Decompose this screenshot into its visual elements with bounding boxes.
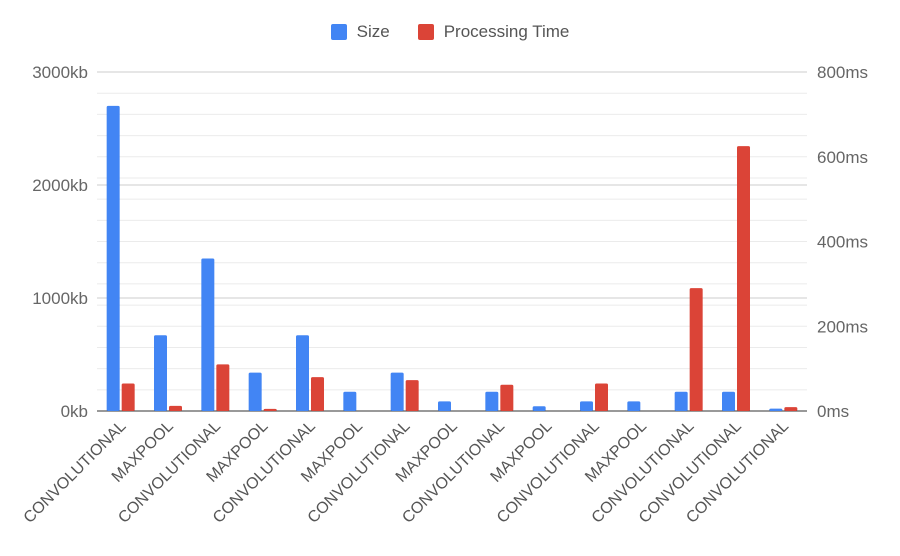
legend-label-processing-time: Processing Time — [443, 22, 570, 41]
bar-processing-time — [405, 380, 419, 411]
bar-processing-time — [784, 407, 798, 411]
bar-processing-time — [311, 377, 324, 411]
bar-size — [296, 335, 309, 411]
bar-processing-time — [169, 405, 182, 411]
bar-processing-time — [500, 384, 514, 411]
bar-processing-time — [121, 383, 135, 411]
left-axis-ticks: 0kb 1000kb 2000kb 3000kb — [32, 63, 88, 421]
bar-processing-time — [595, 383, 608, 411]
bar-size — [627, 401, 641, 411]
bar-size — [438, 401, 451, 411]
bar-processing-time — [689, 288, 703, 411]
right-tick-label: 400ms — [817, 233, 868, 252]
legend-item-size: Size — [330, 22, 390, 42]
chart-legend: Size Processing Time — [0, 22, 900, 42]
bar-processing-time — [263, 408, 277, 411]
left-tick-label: 1000kb — [32, 289, 88, 308]
bar-size — [532, 406, 546, 411]
right-tick-label: 0ms — [817, 402, 849, 421]
legend-swatch-size — [330, 24, 347, 40]
legend-label-size: Size — [356, 22, 390, 41]
left-tick-label: 0kb — [61, 402, 88, 421]
bars — [106, 105, 798, 412]
bar-processing-time — [737, 146, 750, 411]
legend-item-processing-time: Processing Time — [417, 22, 570, 42]
bar-size — [674, 391, 688, 411]
x-axis-labels: CONVOLUTIONALMAXPOOLCONVOLUTIONALMAXPOOL… — [21, 418, 793, 527]
bar-size — [106, 105, 120, 412]
bar-size — [154, 335, 167, 411]
right-tick-label: 800ms — [817, 63, 868, 82]
bar-size — [343, 391, 357, 411]
right-axis-ticks: 0ms 200ms 400ms 600ms 800ms — [817, 63, 868, 421]
gridlines — [97, 71, 807, 412]
bar-size — [722, 391, 735, 411]
right-tick-label: 200ms — [817, 317, 868, 336]
bar-size — [485, 391, 499, 411]
bar-size — [390, 372, 404, 411]
left-tick-label: 3000kb — [32, 63, 88, 82]
bar-size — [580, 401, 593, 411]
right-tick-label: 600ms — [817, 148, 868, 167]
left-tick-label: 2000kb — [32, 176, 88, 195]
bar-size — [201, 258, 215, 411]
bar-size — [769, 408, 783, 411]
legend-swatch-processing-time — [417, 24, 434, 40]
bar-size — [248, 372, 262, 411]
bar-processing-time — [216, 364, 230, 411]
